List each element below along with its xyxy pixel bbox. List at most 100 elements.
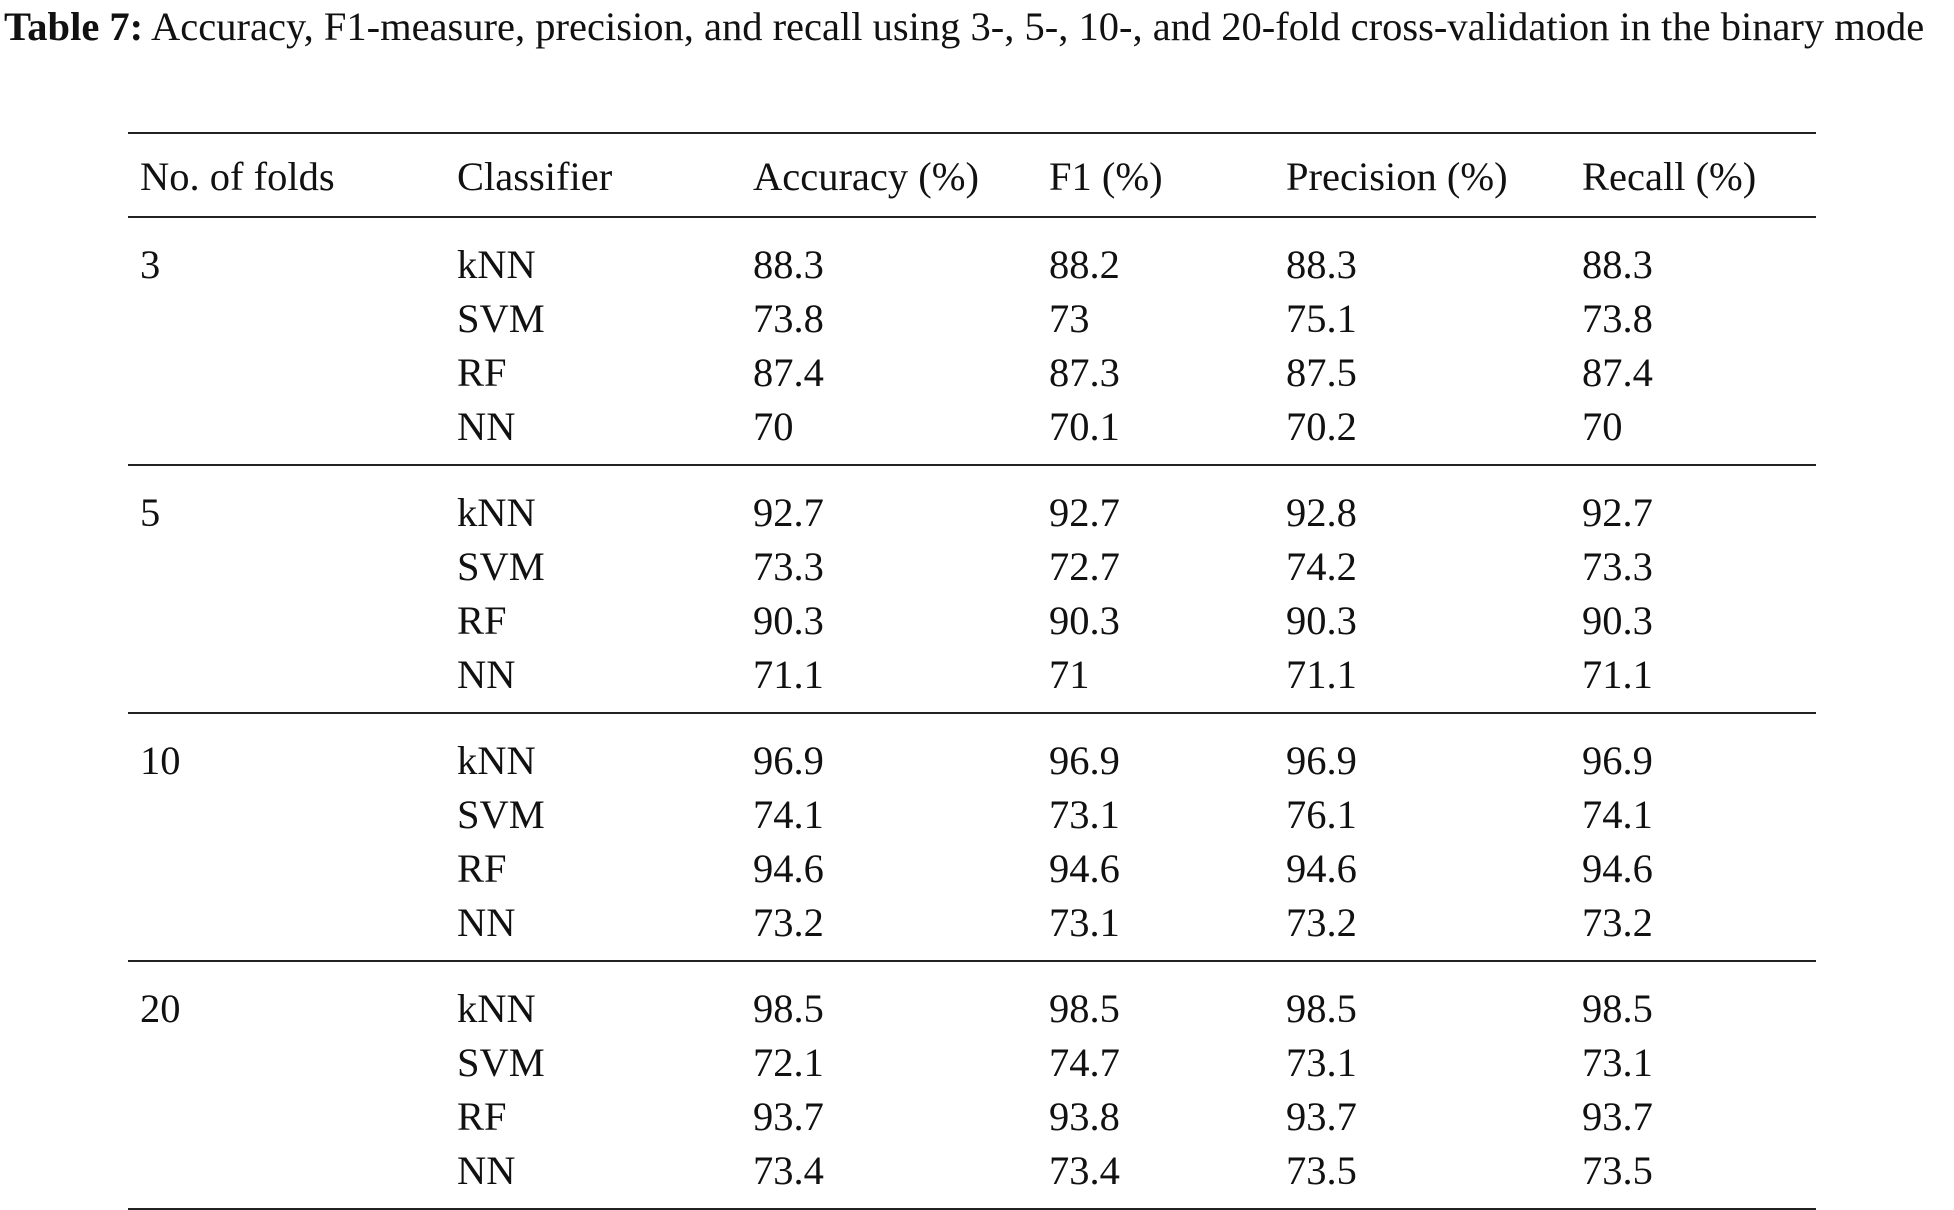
folds-cell	[128, 788, 445, 842]
metric-cell: 88.2	[1049, 242, 1120, 287]
table-row: NN 73.4 73.4 73.5 73.5	[128, 1144, 1816, 1209]
table-caption: Table 7: Accuracy, F1-measure, precision…	[4, 0, 1949, 53]
table-caption-text: Accuracy, F1-measure, precision, and rec…	[143, 4, 1925, 49]
folds-cell	[128, 594, 445, 648]
metric-cell: 94.6	[753, 846, 824, 891]
classifier-cell: SVM	[457, 792, 545, 837]
table-caption-label: Table 7:	[4, 4, 144, 49]
column-header: Classifier	[445, 132, 741, 218]
table-row: NN 70 70.1 70.2 70	[128, 400, 1816, 465]
folds-cell	[128, 896, 445, 961]
table-row: RF 90.3 90.3 90.3 90.3	[128, 594, 1816, 648]
metric-cell: 72.7	[1049, 544, 1120, 589]
table-row: SVM 72.1 74.7 73.1 73.1	[128, 1036, 1816, 1090]
classifier-cell: RF	[457, 598, 507, 643]
folds-cell: 5	[140, 490, 161, 535]
folds-cell	[128, 648, 445, 713]
table-header-row: No. of folds Classifier Accuracy (%) F1 …	[128, 132, 1816, 218]
classifier-cell: SVM	[457, 544, 545, 589]
metric-cell: 70.2	[1286, 404, 1357, 449]
table-row: SVM 73.8 73 75.1 73.8	[128, 292, 1816, 346]
column-header: Accuracy (%)	[741, 132, 1037, 218]
table-row: SVM 73.3 72.7 74.2 73.3	[128, 540, 1816, 594]
classifier-cell: SVM	[457, 296, 545, 341]
metric-cell: 92.7	[1582, 490, 1653, 535]
metric-cell: 92.7	[1049, 490, 1120, 535]
metric-cell: 73.8	[753, 296, 824, 341]
fold-group: 20 kNN 98.5 98.5 98.5 98.5 SVM 72.1 74.7 73.1 73.1…	[128, 961, 1816, 1209]
metric-cell: 88.3	[753, 242, 824, 287]
metric-cell: 98.5	[1049, 986, 1120, 1031]
metric-cell: 74.7	[1049, 1040, 1120, 1085]
metric-cell: 88.3	[1582, 242, 1653, 287]
metric-cell: 94.6	[1049, 846, 1120, 891]
metric-cell: 72.1	[753, 1040, 824, 1085]
classifier-cell: NN	[457, 652, 516, 697]
metric-cell: 73.4	[1049, 1148, 1120, 1193]
table-row: 20 kNN 98.5 98.5 98.5 98.5	[128, 961, 1816, 1036]
metric-cell: 90.3	[753, 598, 824, 643]
metric-cell: 96.9	[1582, 738, 1653, 783]
metric-cell: 73	[1049, 296, 1090, 341]
metric-cell: 71.1	[753, 652, 824, 697]
metric-cell: 74.1	[753, 792, 824, 837]
folds-cell: 20	[140, 986, 181, 1031]
metric-cell: 93.7	[753, 1094, 824, 1139]
metric-cell: 73.2	[1582, 900, 1653, 945]
table-row: NN 73.2 73.1 73.2 73.2	[128, 896, 1816, 961]
metric-cell: 73.5	[1582, 1148, 1653, 1193]
metric-cell: 96.9	[1049, 738, 1120, 783]
metric-cell: 74.2	[1286, 544, 1357, 589]
metric-cell: 98.5	[753, 986, 824, 1031]
metric-cell: 90.3	[1049, 598, 1120, 643]
table-row: RF 94.6 94.6 94.6 94.6	[128, 842, 1816, 896]
metric-cell: 88.3	[1286, 242, 1357, 287]
folds-cell	[128, 400, 445, 465]
metric-cell: 87.5	[1286, 350, 1357, 395]
metric-cell: 71.1	[1582, 652, 1653, 697]
column-header: No. of folds	[128, 132, 445, 218]
table-row: SVM 74.1 73.1 76.1 74.1	[128, 788, 1816, 842]
metric-cell: 96.9	[1286, 738, 1357, 783]
metric-cell: 92.7	[753, 490, 824, 535]
classifier-cell: RF	[457, 350, 507, 395]
folds-cell	[128, 1036, 445, 1090]
classifier-cell: SVM	[457, 1040, 545, 1085]
classifier-cell: kNN	[457, 242, 536, 287]
metric-cell: 90.3	[1582, 598, 1653, 643]
metric-cell: 94.6	[1286, 846, 1357, 891]
metric-cell: 93.7	[1582, 1094, 1653, 1139]
table-row: 10 kNN 96.9 96.9 96.9 96.9	[128, 713, 1816, 788]
results-table: No. of folds Classifier Accuracy (%) F1 …	[128, 132, 1816, 1210]
metric-cell: 94.6	[1582, 846, 1653, 891]
metric-cell: 87.4	[753, 350, 824, 395]
classifier-cell: NN	[457, 1148, 516, 1193]
fold-group: 10 kNN 96.9 96.9 96.9 96.9 SVM 74.1 73.1 76.1 74.1…	[128, 713, 1816, 961]
fold-group: 3 kNN 88.3 88.2 88.3 88.3 SVM 73.8 73 75.1 73.8 RF 8…	[128, 217, 1816, 465]
table-row: 5 kNN 92.7 92.7 92.8 92.7	[128, 465, 1816, 540]
metric-cell: 73.1	[1582, 1040, 1653, 1085]
fold-group: 5 kNN 92.7 92.7 92.8 92.7 SVM 73.3 72.7 74.2 73.3 R…	[128, 465, 1816, 713]
metric-cell: 73.1	[1049, 900, 1120, 945]
folds-cell: 3	[140, 242, 161, 287]
metric-cell: 76.1	[1286, 792, 1357, 837]
classifier-cell: kNN	[457, 738, 536, 783]
metric-cell: 96.9	[753, 738, 824, 783]
folds-cell	[128, 1144, 445, 1209]
folds-cell	[128, 842, 445, 896]
table-row: 3 kNN 88.3 88.2 88.3 88.3	[128, 217, 1816, 292]
metric-cell: 93.7	[1286, 1094, 1357, 1139]
table-row: RF 93.7 93.8 93.7 93.7	[128, 1090, 1816, 1144]
column-header: Precision (%)	[1274, 132, 1570, 218]
folds-cell	[128, 292, 445, 346]
metric-cell: 74.1	[1582, 792, 1653, 837]
folds-cell	[128, 540, 445, 594]
classifier-cell: RF	[457, 846, 507, 891]
metric-cell: 73.1	[1286, 1040, 1357, 1085]
metric-cell: 73.4	[753, 1148, 824, 1193]
metric-cell: 70.1	[1049, 404, 1120, 449]
metric-cell: 73.1	[1049, 792, 1120, 837]
table-row: NN 71.1 71 71.1 71.1	[128, 648, 1816, 713]
metric-cell: 73.5	[1286, 1148, 1357, 1193]
metric-cell: 93.8	[1049, 1094, 1120, 1139]
